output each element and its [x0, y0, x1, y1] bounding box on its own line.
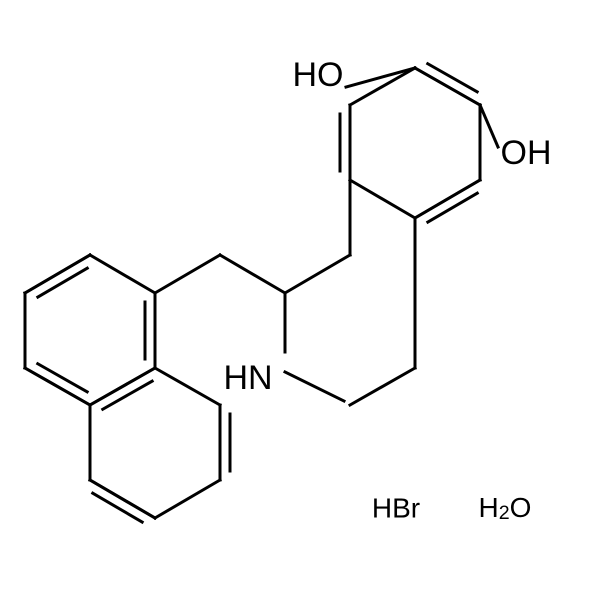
bond: [155, 368, 220, 405]
atom-label: OH: [501, 134, 552, 172]
bond: [285, 372, 344, 401]
bond: [350, 68, 415, 105]
atom-label: HN: [223, 359, 272, 397]
bond: [220, 255, 285, 293]
atom-label: HBr: [372, 492, 420, 523]
atom-label: HO: [293, 56, 344, 94]
molecule-diagram: HO OH HN HBr H2O: [0, 0, 600, 600]
atom-label: H2O: [479, 492, 532, 524]
bond: [346, 68, 415, 87]
bond: [90, 255, 155, 293]
bond: [350, 180, 415, 218]
bond: [350, 368, 415, 405]
bond: [155, 255, 220, 293]
bond: [285, 255, 350, 293]
bond: [155, 480, 220, 518]
bond: [480, 105, 498, 147]
